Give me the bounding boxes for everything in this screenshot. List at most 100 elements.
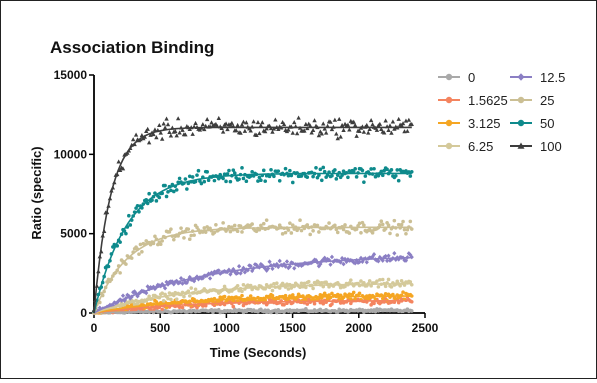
data-point — [319, 131, 325, 136]
data-point — [349, 278, 353, 282]
y-axis-label: Ratio (specific) — [29, 146, 44, 239]
data-point — [321, 257, 326, 262]
data-point — [360, 168, 365, 173]
data-point — [318, 261, 323, 267]
data-point — [244, 179, 249, 184]
data-point — [366, 130, 371, 135]
data-point — [366, 297, 371, 301]
data-point — [341, 261, 346, 267]
legend-marker — [517, 142, 525, 149]
data-point — [299, 281, 304, 286]
data-point — [398, 283, 402, 288]
data-point — [381, 130, 387, 135]
data-point — [388, 231, 392, 236]
data-point — [266, 266, 271, 271]
data-point — [147, 294, 151, 299]
data-point — [187, 174, 192, 179]
data-point — [408, 174, 413, 178]
data-point — [229, 120, 235, 125]
data-point — [241, 176, 246, 181]
data-point — [164, 279, 169, 285]
data-point — [177, 176, 182, 181]
data-point — [177, 305, 182, 310]
data-point — [334, 131, 339, 136]
data-point — [387, 258, 393, 263]
data-point — [164, 116, 169, 121]
data-point — [271, 126, 277, 131]
data-point — [154, 135, 159, 140]
data-points — [91, 115, 414, 316]
data-point — [299, 228, 304, 233]
data-point — [364, 122, 369, 127]
data-point — [254, 262, 259, 268]
legend-label: 100 — [540, 139, 562, 154]
data-point — [302, 281, 307, 286]
data-point — [169, 297, 173, 302]
data-point — [380, 258, 385, 263]
data-point — [224, 179, 228, 184]
data-point — [163, 183, 167, 188]
data-point — [214, 222, 218, 227]
data-point — [369, 167, 373, 171]
data-point — [235, 229, 240, 233]
data-point — [175, 116, 181, 121]
legend-marker — [445, 73, 453, 81]
data-point — [189, 233, 194, 238]
data-point — [311, 228, 315, 233]
data-point — [183, 177, 188, 181]
data-point — [321, 121, 326, 126]
data-point — [174, 188, 179, 192]
data-point — [343, 223, 347, 227]
data-point — [216, 115, 221, 120]
data-point — [359, 231, 363, 235]
data-point — [258, 123, 264, 128]
data-point — [271, 262, 277, 268]
data-point — [261, 221, 266, 226]
data-point — [223, 121, 229, 126]
data-point — [135, 204, 140, 208]
data-point — [393, 174, 398, 178]
data-point — [297, 262, 303, 267]
data-point — [195, 173, 199, 177]
data-point — [254, 132, 259, 137]
data-point — [168, 133, 174, 138]
data-point — [288, 168, 292, 173]
data-point — [304, 285, 308, 290]
data-point — [308, 232, 312, 237]
data-point — [362, 223, 366, 227]
fit-curve-100 — [93, 126, 412, 314]
y-tick-label: 10000 — [54, 147, 88, 161]
data-point — [339, 122, 345, 127]
data-point — [360, 259, 365, 265]
data-point — [193, 287, 198, 292]
data-point — [379, 126, 384, 131]
data-point — [386, 277, 391, 282]
data-point — [240, 289, 244, 294]
data-point — [379, 169, 384, 174]
data-point — [383, 291, 388, 296]
data-point — [399, 222, 404, 227]
chart-title: Association Binding — [50, 38, 214, 57]
data-point — [357, 259, 362, 265]
data-point — [305, 175, 310, 179]
data-point — [146, 140, 152, 145]
legend-label: 6.25 — [468, 139, 493, 154]
data-point — [130, 137, 136, 142]
x-tick-label: 2500 — [412, 321, 439, 335]
y-tick-label: 15000 — [54, 68, 88, 82]
data-point — [309, 130, 314, 135]
data-point — [172, 237, 176, 242]
data-point — [330, 302, 334, 306]
data-point — [255, 119, 261, 125]
data-point — [152, 127, 158, 132]
data-point — [242, 128, 248, 133]
data-point — [323, 130, 329, 135]
data-point — [354, 133, 359, 138]
data-point — [200, 122, 206, 127]
data-point — [137, 252, 141, 256]
data-point — [222, 172, 227, 177]
data-point — [274, 261, 279, 267]
data-point — [280, 232, 285, 236]
legend-item-50: 50 — [510, 116, 554, 131]
data-point — [228, 229, 233, 234]
